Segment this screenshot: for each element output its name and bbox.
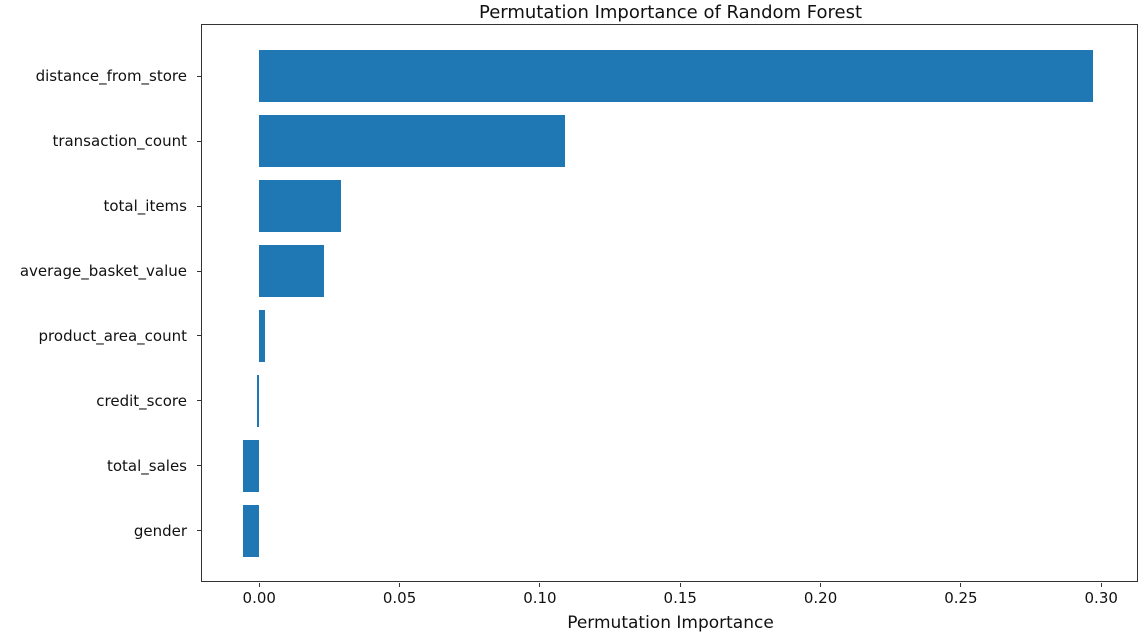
bar-total_sales	[243, 439, 260, 492]
x-tick-label: 0.20	[803, 589, 838, 607]
y-tick-label: distance_from_store	[35, 67, 187, 86]
chart-title: Permutation Importance of Random Forest	[478, 2, 863, 23]
y-tick-mark	[197, 335, 202, 337]
y-tick-mark	[197, 140, 202, 142]
y-tick-mark	[197, 465, 202, 467]
plot-area	[201, 24, 1138, 582]
x-tick-label: 0.05	[382, 589, 417, 607]
bar-average_basket_value	[259, 245, 324, 297]
x-tick-mark	[1100, 583, 1102, 587]
y-tick-label: transaction_count	[52, 132, 187, 151]
x-tick-mark	[399, 583, 401, 587]
y-tick-label: total_items	[103, 197, 187, 216]
x-tick-label: 0.25	[944, 589, 978, 607]
bar-gender	[242, 504, 260, 557]
bar-distance_from_store	[259, 50, 1093, 103]
bar-product_area_count	[259, 309, 265, 362]
x-tick-mark	[258, 583, 260, 587]
x-tick-label: 0.10	[523, 589, 557, 607]
bar-credit_score	[257, 374, 260, 427]
y-tick-mark	[197, 75, 202, 77]
bar-transaction_count	[259, 115, 566, 168]
y-tick-mark	[197, 400, 202, 402]
y-tick-mark	[197, 270, 202, 272]
x-axis-label: Permutation Importance	[567, 613, 774, 633]
y-tick-mark	[197, 205, 202, 207]
x-tick-mark	[960, 583, 962, 587]
y-tick-label: average_basket_value	[19, 262, 187, 281]
y-tick-label: credit_score	[96, 391, 187, 410]
x-tick-label: 0.30	[1084, 589, 1118, 607]
y-tick-label: product_area_count	[38, 326, 187, 345]
x-tick-mark	[679, 583, 681, 587]
x-tick-label: 0.00	[242, 589, 276, 607]
y-tick-label: total_sales	[106, 456, 187, 475]
x-tick-label: 0.15	[663, 589, 697, 607]
bar-total_items	[259, 180, 341, 233]
x-tick-mark	[539, 583, 541, 587]
y-tick-mark	[197, 530, 202, 532]
y-tick-label: gender	[133, 521, 187, 540]
x-tick-mark	[820, 583, 822, 587]
